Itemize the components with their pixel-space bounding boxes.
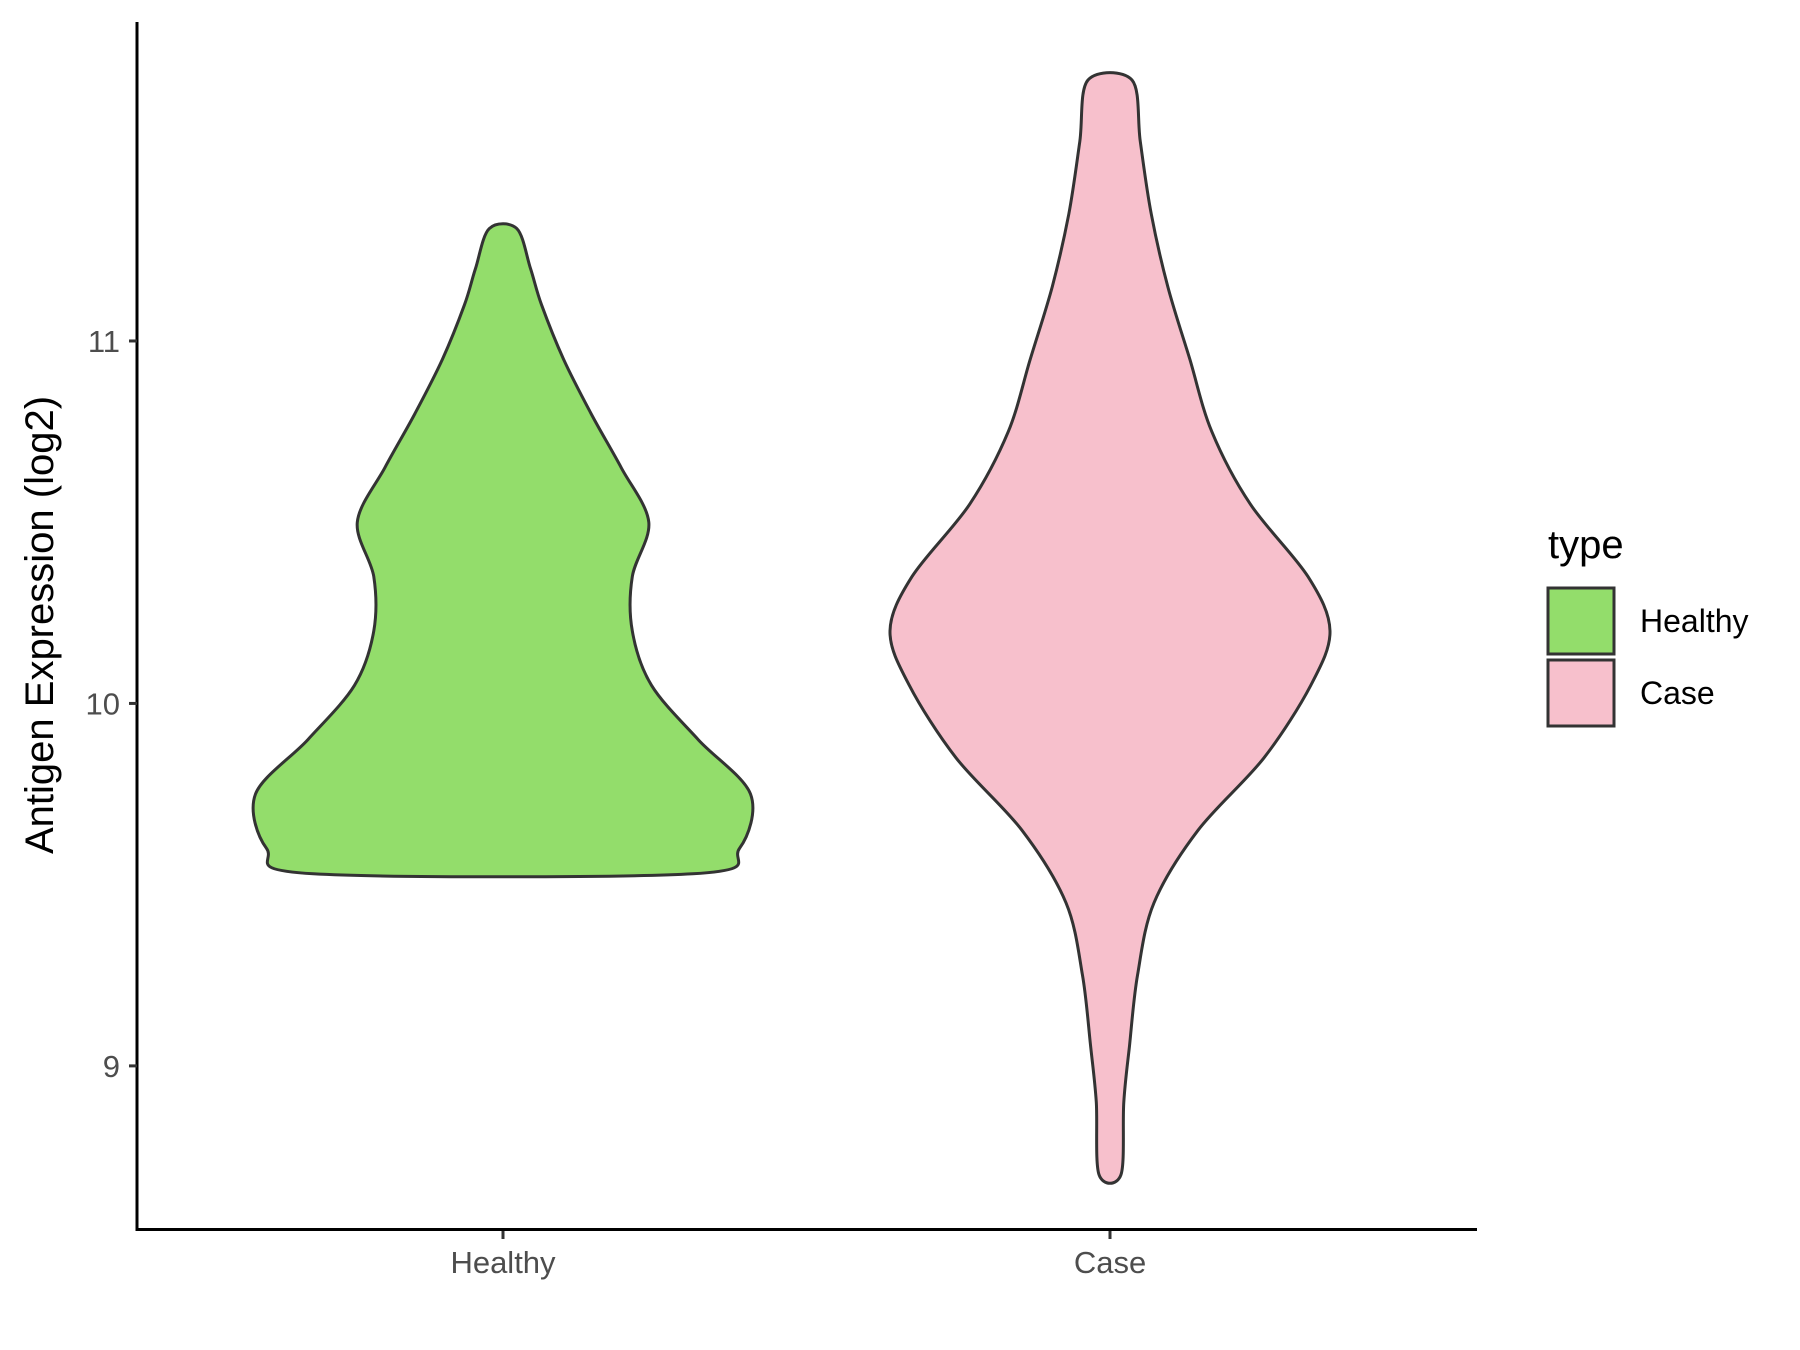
legend-swatch-case	[1546, 658, 1616, 728]
violin-case	[888, 71, 1332, 1185]
violin-healthy	[251, 222, 755, 879]
legend-label-healthy: Healthy	[1640, 603, 1749, 639]
legend-title: type	[1548, 523, 1624, 567]
y-axis-title: Antigen Expression (log2)	[18, 396, 62, 854]
violin-layer	[251, 71, 1332, 1185]
x-tick-label-healthy: Healthy	[450, 1245, 556, 1280]
x-tick-label-case: Case	[1074, 1245, 1146, 1280]
y-tick-label: 11	[88, 324, 120, 359]
legend-label-case: Case	[1640, 675, 1715, 711]
y-tick-label: 10	[86, 686, 120, 721]
y-tick-label: 9	[103, 1049, 120, 1084]
legend: type Healthy Case	[1546, 523, 1749, 728]
x-axis-ticks: Healthy Case	[450, 1231, 1146, 1280]
legend-swatch-healthy	[1546, 586, 1616, 656]
y-axis-ticks: 9 10 11	[86, 324, 137, 1084]
